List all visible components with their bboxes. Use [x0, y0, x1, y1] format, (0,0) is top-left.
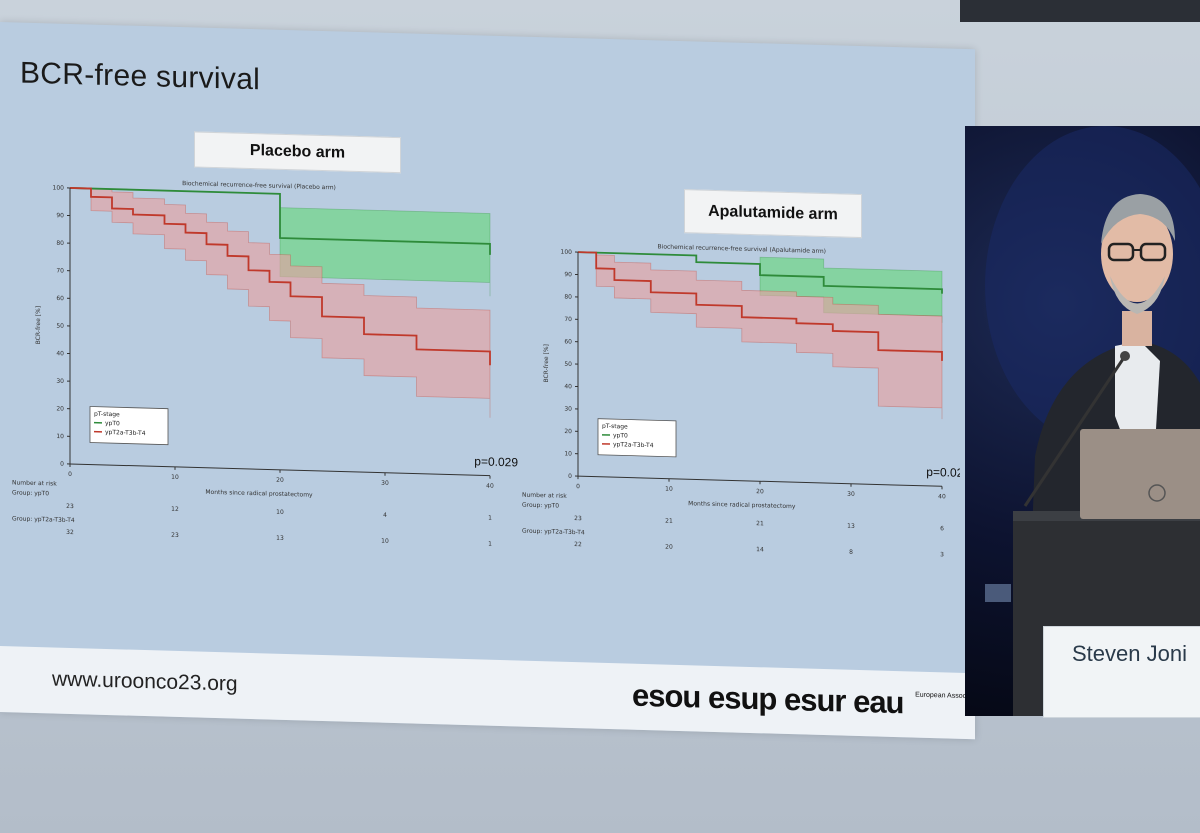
y-tick-label: 80: [56, 240, 64, 247]
legend-box: [89, 406, 169, 446]
risk-value-0-4: 1: [488, 515, 492, 522]
chart-title: Biochemical recurrence-free survival (Pl…: [182, 180, 336, 191]
legend-title: pT-stage: [94, 411, 120, 419]
placebo-km-chart: Biochemical recurrence-free survival (Pl…: [12, 180, 518, 548]
risk-value-0-4: 6: [940, 525, 944, 532]
projected-slide: BCR-free survival Placebo arm Biochemica…: [0, 22, 1017, 740]
risk-table-header: Number at risk: [12, 479, 57, 487]
x-tick-label: 0: [68, 471, 72, 478]
chart-title: Biochemical recurrence-free survival (Ap…: [658, 243, 826, 255]
risk-value-1-4: 3: [940, 551, 944, 558]
risk-value-0-2: 10: [276, 509, 284, 516]
x-tick-label: 20: [756, 488, 764, 495]
risk-value-1-1: 23: [171, 532, 179, 539]
km-line-1: [578, 251, 943, 361]
risk-value-1-2: 14: [756, 546, 764, 553]
y-tick-label: 10: [56, 433, 64, 440]
y-axis-label: BCR-free [%]: [35, 306, 42, 345]
x-tick-label: 10: [665, 486, 673, 493]
y-tick-label: 70: [564, 316, 572, 323]
y-tick-label: 60: [56, 295, 64, 302]
risk-value-1-4: 1: [488, 541, 492, 548]
x-tick-label: 0: [576, 483, 580, 490]
speaker-name: Steven Joni: [1072, 641, 1187, 666]
speaker-video-panel: [965, 126, 1200, 716]
ci-band-1: [578, 251, 943, 420]
risk-value-1-3: 8: [849, 549, 853, 556]
risk-group-label-1: Group: ypT2a-T3b-T4: [522, 528, 585, 537]
y-tick-label: 100: [561, 249, 573, 256]
risk-value-0-0: 23: [66, 503, 74, 510]
risk-value-0-1: 21: [665, 518, 673, 525]
p-value: p=0.027: [926, 465, 960, 480]
legend-entry-0: ypT0: [105, 420, 120, 427]
legend-title: pT-stage: [602, 423, 628, 431]
risk-group-label-0: Group: ypT0: [522, 502, 559, 510]
risk-value-1-1: 20: [665, 544, 673, 551]
risk-value-1-3: 10: [381, 538, 389, 545]
risk-value-0-2: 21: [756, 520, 764, 527]
y-tick-label: 100: [53, 184, 65, 191]
x-axis: [578, 475, 942, 487]
risk-value-1-0: 32: [66, 529, 74, 536]
esur-logo: esur: [783, 681, 846, 719]
x-axis-label: Months since radical prostatectomy: [205, 489, 313, 499]
km-line-0: [578, 251, 943, 294]
p-value: p=0.029: [474, 454, 518, 469]
society-logos: esou esup esur eau European Association …: [632, 677, 1017, 723]
x-tick-label: 30: [381, 480, 389, 487]
eau-subtitle: European Association of Urology: [915, 691, 1017, 702]
footer-url: www.urooncо23.org: [52, 667, 238, 696]
esou-logo: esou: [632, 677, 701, 715]
risk-value-0-3: 4: [383, 512, 387, 519]
y-tick-label: 90: [56, 212, 64, 219]
y-tick-label: 0: [568, 473, 572, 480]
km-line-0: [70, 187, 491, 255]
legend-entry-1: ypT2a-T3b-T4: [613, 441, 654, 449]
y-tick-label: 40: [564, 383, 572, 390]
speaker-figure: [985, 126, 1200, 716]
esup-logo: esup: [707, 679, 777, 717]
risk-table-header: Number at risk: [522, 492, 567, 500]
x-tick-label: 40: [938, 493, 946, 500]
risk-value-1-0: 22: [574, 541, 582, 548]
y-tick-label: 50: [56, 323, 64, 330]
y-tick-label: 10: [564, 450, 572, 457]
risk-value-0-0: 23: [574, 515, 582, 522]
y-tick-label: 40: [56, 350, 64, 357]
y-tick-label: 90: [564, 271, 572, 278]
x-tick-label: 40: [486, 483, 494, 490]
y-tick-label: 20: [56, 405, 64, 412]
ceiling-dark-band: [960, 0, 1200, 22]
ci-band-1: [70, 187, 491, 418]
y-tick-label: 50: [564, 361, 572, 368]
y-tick-label: 20: [564, 428, 572, 435]
y-tick-label: 70: [56, 267, 64, 274]
x-tick-label: 10: [171, 474, 179, 481]
x-tick-label: 20: [276, 477, 284, 484]
eau-logo: eau: [853, 683, 904, 721]
x-axis-label: Months since radical prostatectomy: [688, 500, 796, 510]
x-tick-label: 30: [847, 491, 855, 498]
y-tick-label: 0: [60, 461, 64, 468]
risk-value-0-3: 13: [847, 523, 855, 530]
km-line-1: [70, 187, 491, 366]
y-tick-label: 80: [564, 294, 572, 301]
risk-group-label-0: Group: ypT0: [12, 489, 49, 497]
legend-entry-1: ypT2a-T3b-T4: [105, 429, 146, 437]
speaker-name-card: Steven Joni: [1043, 626, 1200, 718]
slide-title: BCR-free survival: [20, 56, 261, 97]
apalutamide-km-chart: Biochemical recurrence-free survival (Ap…: [522, 243, 960, 558]
risk-value-0-1: 12: [171, 506, 179, 513]
legend-box: [597, 418, 677, 458]
slide-footer: www.urooncо23.org esou esup esur eau Eur…: [0, 646, 1017, 740]
risk-value-1-2: 13: [276, 535, 284, 542]
y-tick-label: 30: [564, 406, 572, 413]
y-axis-label: BCR-free [%]: [543, 344, 550, 383]
y-tick-label: 60: [564, 338, 572, 345]
legend-entry-0: ypT0: [613, 432, 628, 439]
risk-group-label-1: Group: ypT2a-T3b-T4: [12, 515, 75, 524]
y-tick-label: 30: [56, 378, 64, 385]
